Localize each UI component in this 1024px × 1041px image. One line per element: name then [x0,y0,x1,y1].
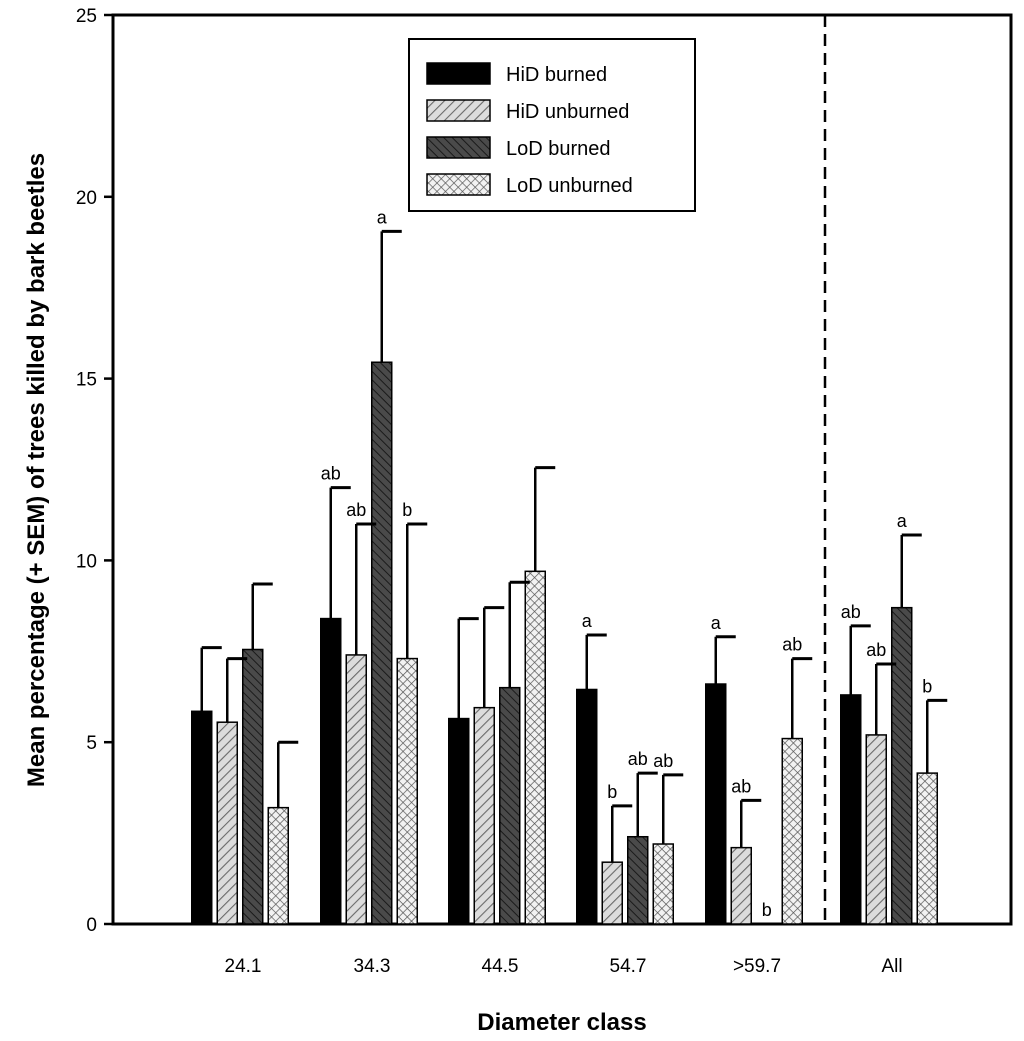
significance-label: b [607,782,617,802]
legend-swatch [426,173,491,196]
bar [576,688,598,925]
significance-label: ab [731,776,751,796]
y-tick-label: 5 [86,733,97,754]
significance-label: ab [866,640,886,660]
significance-label: b [762,900,772,920]
error-bars [200,229,948,863]
legend-label: LoD burned [506,138,611,160]
significance-label: a [897,511,908,531]
y-tick-label: 15 [76,370,97,391]
x-axis-title: Diameter class [477,1009,646,1036]
significance-label: ab [346,500,366,520]
significance-label: b [402,500,412,520]
x-axis: 24.1 34.3 44.5 54.7 >59.7 All [225,956,903,977]
significance-label: ab [841,602,861,622]
x-tick-label: >59.7 [733,956,781,977]
bar [216,721,238,925]
bar [916,772,938,925]
bar [840,694,862,925]
bar [473,706,495,925]
bar [524,570,546,925]
legend-swatch [426,99,491,122]
significance-label: ab [321,464,341,484]
x-tick-label: 24.1 [225,956,262,977]
bar [396,657,418,925]
bar [891,606,913,925]
bar [705,683,727,925]
plot-frame [111,13,1013,926]
bars [191,361,938,925]
legend-label: HiD burned [506,64,607,86]
significance-label: a [582,611,593,631]
y-tick-label: 25 [76,6,97,27]
x-tick-label: 54.7 [610,956,647,977]
bar [652,843,674,925]
y-tick-label: 0 [86,915,97,936]
y-axis: 0 5 10 15 20 25 [76,6,113,936]
bar [371,361,393,925]
y-tick-label: 20 [76,188,97,209]
legend-label: HiD unburned [506,101,629,123]
bar [242,648,264,925]
significance-label: a [377,207,388,227]
bar [865,734,887,925]
x-tick-label: 34.3 [354,956,391,977]
bar [627,835,649,925]
bar [267,806,289,925]
bar [781,737,803,925]
legend-swatch [426,62,491,85]
bar [448,717,470,925]
bar [320,617,342,925]
significance-label: ab [782,635,802,655]
bar [499,686,521,925]
x-tick-label: 44.5 [482,956,519,977]
legend: HiD burned HiD unburned LoD burned LoD unbu… [408,38,696,212]
significance-label: a [711,613,722,633]
legend-label: LoD unburned [506,175,633,197]
bar [191,710,213,925]
significance-label: b [922,676,932,696]
bar [345,654,367,925]
x-tick-label: All [881,956,902,977]
bar [730,846,752,925]
bar [601,861,623,925]
significance-label: ab [653,751,673,771]
significance-label: ab [628,749,648,769]
y-tick-label: 10 [76,551,97,572]
legend-swatch [426,136,491,159]
y-axis-title: Mean percentage (+ SEM) of trees killed … [23,153,50,787]
